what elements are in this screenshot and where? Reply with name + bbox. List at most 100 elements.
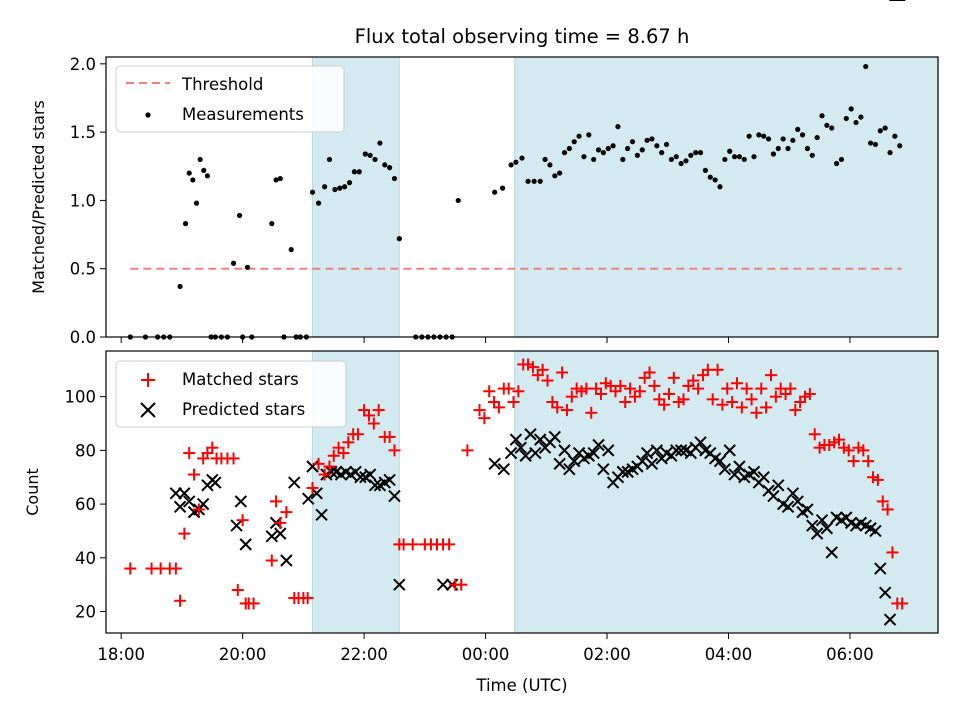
matched-star-point bbox=[301, 592, 314, 605]
measurement-point bbox=[581, 154, 587, 160]
measurement-point bbox=[833, 160, 840, 167]
measurement-point bbox=[186, 170, 192, 176]
measurement-point bbox=[639, 147, 645, 153]
measurement-point bbox=[785, 145, 791, 152]
matched-star-point bbox=[443, 538, 456, 551]
matched-star-point bbox=[662, 387, 675, 400]
measurement-point bbox=[746, 133, 752, 139]
predicted-star-stroke bbox=[723, 444, 736, 457]
measurement-point bbox=[644, 137, 650, 143]
predicted-star-stroke bbox=[718, 462, 732, 476]
measurement-point bbox=[654, 143, 660, 149]
matched-star-point bbox=[755, 382, 768, 395]
matched-star-point bbox=[745, 393, 758, 406]
predicted-star-stroke bbox=[339, 465, 353, 479]
measurement-point bbox=[600, 150, 606, 156]
matched-star-point bbox=[124, 562, 137, 575]
predicted-star-stroke bbox=[274, 527, 287, 540]
bottom-y-tick-label: 20 bbox=[75, 603, 96, 622]
measurement-point bbox=[367, 152, 373, 158]
predicted-star-point bbox=[182, 495, 196, 508]
measurement-point bbox=[615, 124, 621, 130]
predicted-star-stroke bbox=[776, 497, 790, 511]
matched-star-point bbox=[327, 449, 340, 462]
predicted-star-stroke bbox=[182, 495, 196, 508]
matched-star-point bbox=[730, 377, 743, 390]
measurement-point bbox=[387, 165, 393, 171]
measurement-point bbox=[761, 133, 767, 139]
predicted-star-stroke bbox=[234, 495, 248, 508]
predicted-star-stroke bbox=[670, 444, 683, 457]
x-tick-label: 18:00 bbox=[97, 645, 145, 664]
predicted-star-point bbox=[529, 446, 542, 460]
predicted-star-point bbox=[302, 492, 315, 505]
predicted-star-stroke bbox=[488, 457, 501, 471]
measurement-point bbox=[853, 119, 859, 126]
x-axis-label: Time (UTC) bbox=[475, 676, 567, 695]
measurement-point bbox=[659, 150, 665, 156]
predicted-star-stroke bbox=[548, 430, 562, 444]
measurement-point bbox=[702, 167, 709, 173]
predicted-star-stroke bbox=[592, 438, 605, 452]
legend-matched-label: Matched stars bbox=[182, 370, 299, 389]
predicted-star-stroke bbox=[801, 503, 814, 516]
measurement-point bbox=[542, 156, 548, 163]
predicted-star-stroke bbox=[859, 519, 872, 532]
predicted-star-point bbox=[592, 438, 605, 452]
chart-title: Flux total observing time = 8.67 h bbox=[355, 25, 690, 48]
matched-star-point bbox=[455, 578, 468, 591]
measurement-point bbox=[537, 178, 543, 184]
measurement-point bbox=[877, 128, 883, 134]
measurement-point bbox=[625, 145, 631, 152]
matched-star-point bbox=[556, 366, 569, 379]
predicted-star-point bbox=[747, 465, 761, 479]
top-y-tick-label: 1.0 bbox=[70, 191, 96, 210]
bottom-x-ticks: 18:00 20:00 22:00 00:00 02:00 04:00 06:00 bbox=[97, 633, 874, 664]
predicted-star-stroke bbox=[529, 446, 542, 460]
measurement-point bbox=[610, 143, 616, 149]
measurement-point bbox=[309, 189, 316, 195]
predicted-star-point bbox=[504, 446, 518, 460]
bottom-shaded-interval-1 bbox=[514, 350, 939, 634]
measurement-point bbox=[649, 136, 655, 142]
measurement-point bbox=[799, 132, 806, 138]
measurement-point bbox=[892, 133, 898, 139]
legend-predicted-swatch bbox=[140, 402, 156, 418]
predicted-star-stroke bbox=[602, 444, 615, 457]
matched-star-point bbox=[362, 409, 375, 422]
measurement-point bbox=[244, 264, 251, 270]
measurement-point bbox=[887, 150, 893, 156]
measurement-point bbox=[843, 115, 849, 122]
measurement-point bbox=[770, 151, 777, 157]
matched-star-point bbox=[735, 401, 748, 414]
matched-star-point bbox=[658, 398, 671, 411]
predicted-star-point bbox=[497, 462, 510, 476]
matched-star-point bbox=[512, 385, 525, 398]
measurement-point bbox=[867, 140, 874, 146]
measurement-point bbox=[377, 140, 383, 146]
top-y-tick-label: 1.5 bbox=[70, 123, 96, 142]
predicted-star-stroke bbox=[781, 500, 795, 513]
predicted-star-point bbox=[548, 430, 562, 444]
predicted-star-stroke bbox=[597, 462, 610, 476]
x-tick-label: 00:00 bbox=[462, 645, 510, 664]
measurement-point bbox=[342, 184, 348, 190]
predicted-star-stroke bbox=[815, 513, 829, 527]
predicted-star-stroke bbox=[568, 454, 581, 468]
predicted-star-point bbox=[558, 444, 571, 457]
matched-star-point bbox=[492, 401, 505, 414]
matched-star-point bbox=[726, 396, 739, 409]
matched-star-point bbox=[842, 444, 855, 457]
measurement-point bbox=[634, 152, 640, 158]
measurement-point bbox=[824, 122, 830, 128]
matched-star-point bbox=[862, 455, 875, 468]
matched-star-point bbox=[337, 447, 350, 460]
predicted-star-stroke bbox=[679, 444, 693, 457]
matched-star-point bbox=[406, 538, 419, 551]
predicted-star-stroke bbox=[504, 446, 518, 460]
measurement-point bbox=[751, 154, 757, 160]
predicted-star-point bbox=[767, 489, 780, 503]
predicted-star-point bbox=[723, 444, 736, 457]
measurement-point bbox=[351, 169, 357, 175]
